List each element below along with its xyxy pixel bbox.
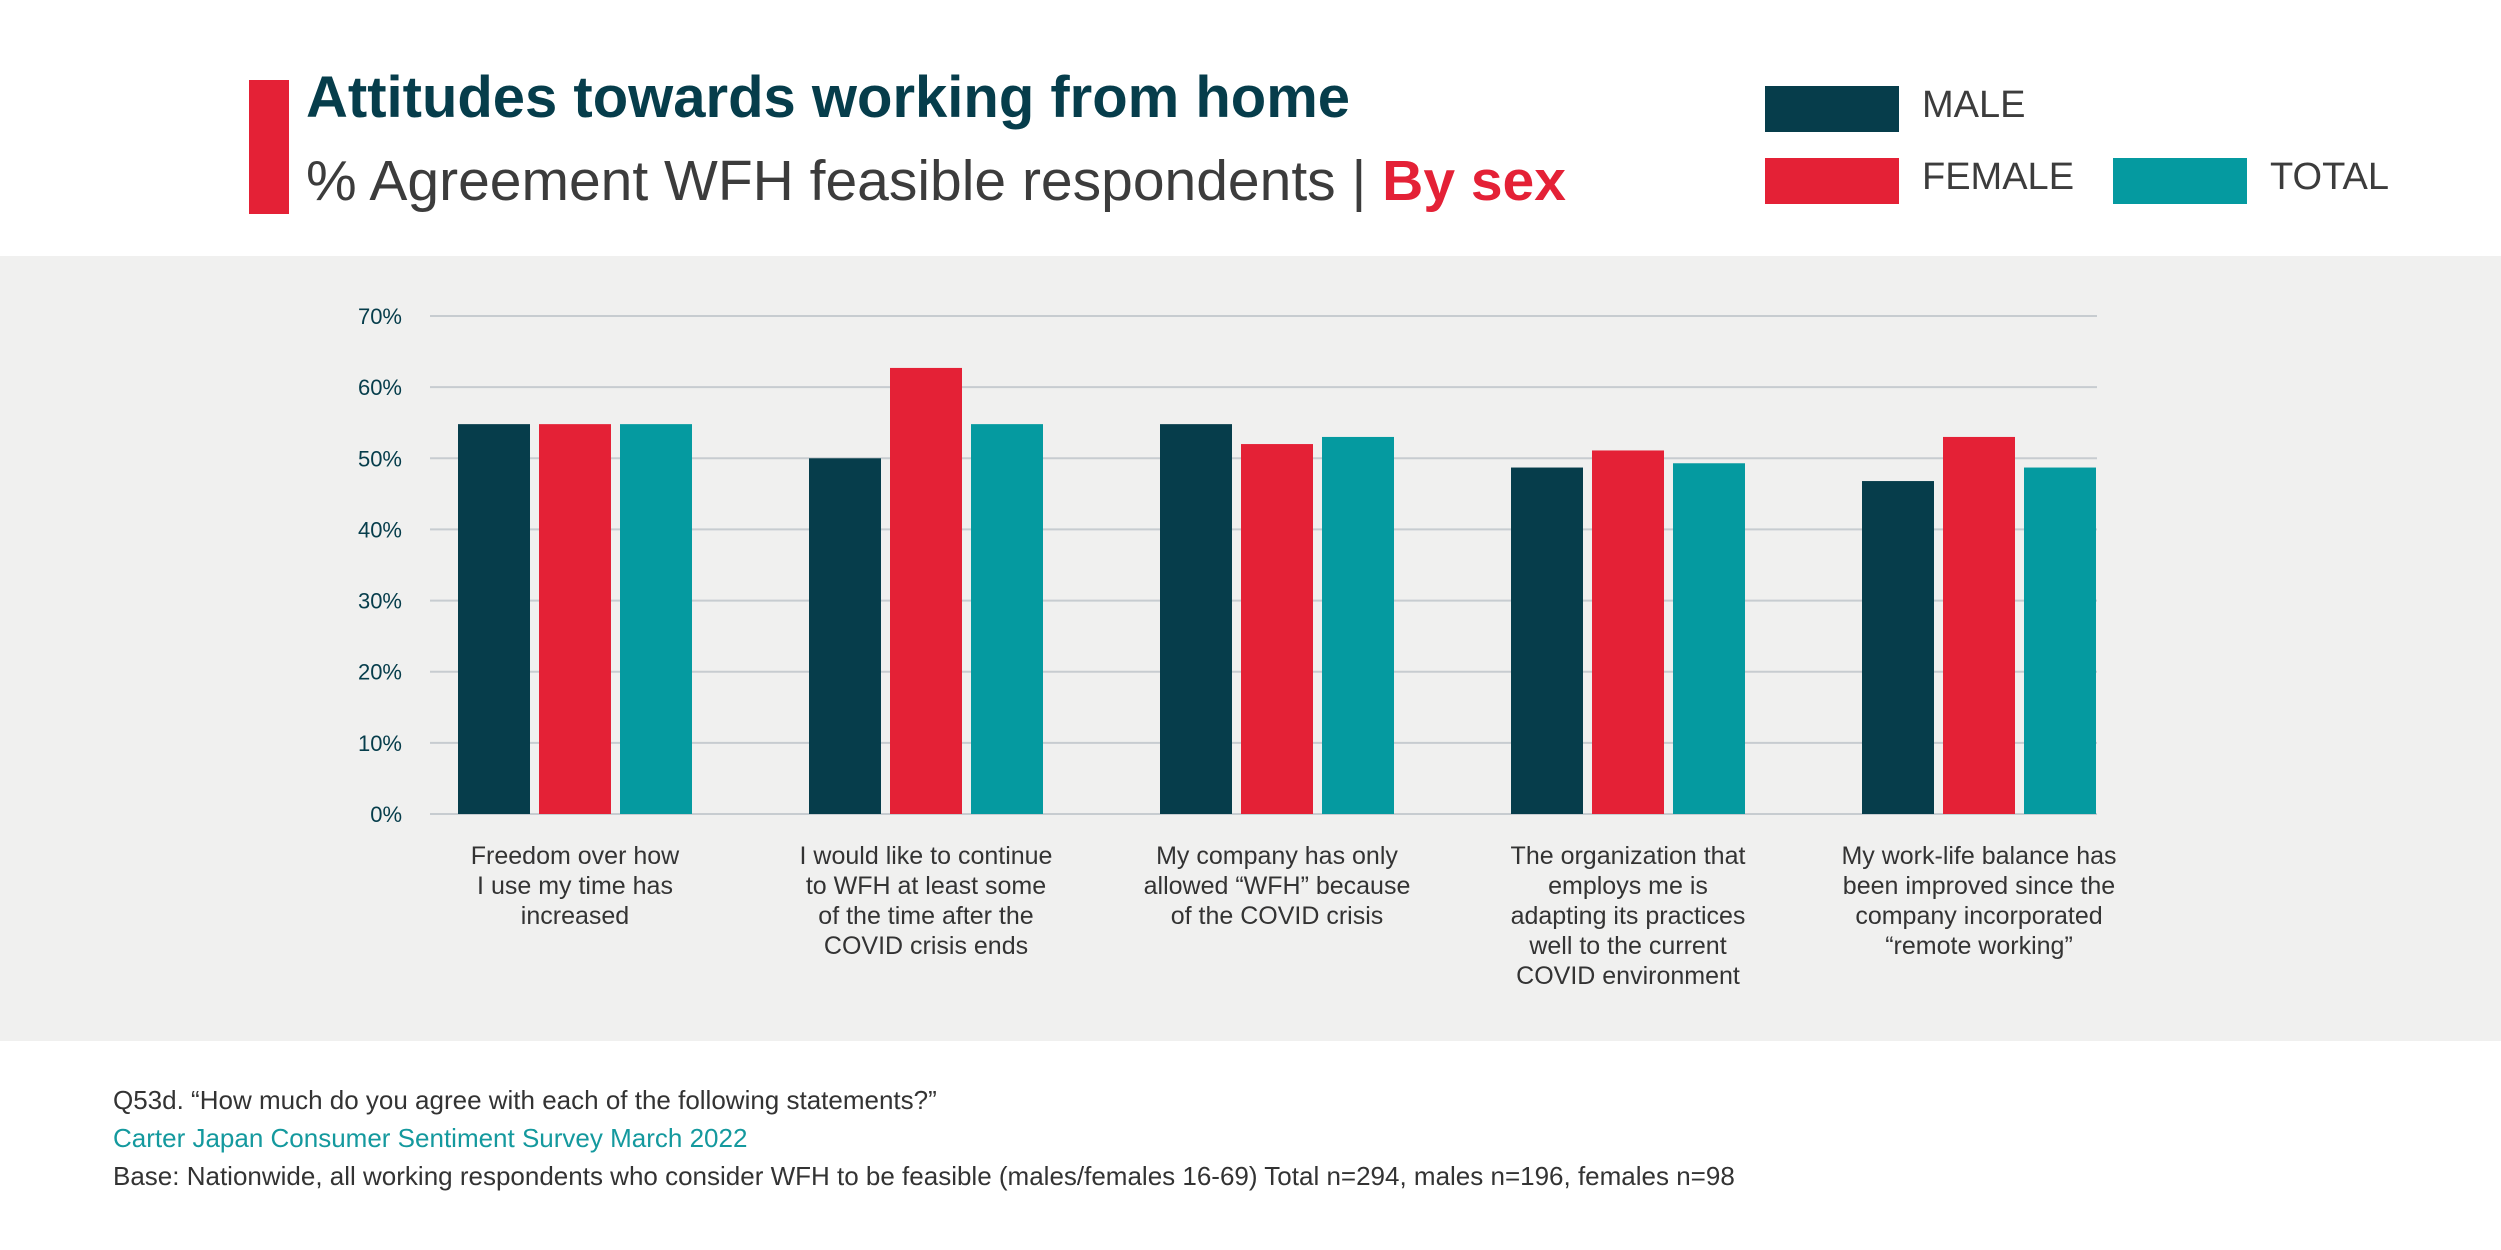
y-tick-label: 40% bbox=[358, 517, 402, 542]
bar-female bbox=[1241, 444, 1313, 814]
bar-male bbox=[1862, 481, 1934, 814]
legend-label-total: TOTAL bbox=[2270, 156, 2389, 198]
bar-total bbox=[620, 424, 692, 814]
bar-total bbox=[1322, 436, 1394, 814]
category-label-line: I would like to continue bbox=[800, 842, 1053, 870]
legend-label-male: MALE bbox=[1922, 84, 2026, 126]
category-label-line: My company has only bbox=[1156, 842, 1398, 870]
category-label-line: allowed “WFH” because bbox=[1144, 872, 1411, 900]
bar-female bbox=[1592, 450, 1664, 814]
y-tick-label: 50% bbox=[358, 446, 402, 471]
bar-chart: 0%10%20%30%40%50%60%70%Freedom over howI… bbox=[358, 304, 2117, 990]
legend-swatch-total bbox=[2113, 158, 2247, 204]
legend-swatch-male bbox=[1765, 86, 1899, 132]
y-tick-label: 10% bbox=[358, 731, 402, 756]
footer-question: Q53d. “How much do you agree with each o… bbox=[113, 1085, 937, 1115]
category-label-line: COVID environment bbox=[1516, 962, 1740, 990]
bar-total bbox=[2024, 467, 2096, 814]
category-label-line: increased bbox=[521, 902, 629, 930]
legend-label-female: FEMALE bbox=[1922, 156, 2075, 198]
subtitle-main: % Agreement WFH feasible respondents | bbox=[306, 149, 1383, 213]
bar-total bbox=[1673, 463, 1745, 814]
category-label-line: of the time after the bbox=[818, 902, 1033, 930]
subtitle-highlight: By sex bbox=[1382, 149, 1566, 213]
bar-female bbox=[1943, 436, 2015, 814]
bar-female bbox=[539, 424, 611, 814]
category-label-line: well to the current bbox=[1528, 932, 1726, 960]
y-tick-label: 30% bbox=[358, 589, 402, 614]
category-label-line: adapting its practices bbox=[1511, 902, 1746, 930]
bar-female bbox=[890, 367, 962, 814]
chart-panel: 0% 10% 20% 30% 40% 50% 60% 70% Freedom over how I… bbox=[0, 256, 2501, 1041]
y-tick-label: 20% bbox=[358, 660, 402, 685]
y-tick-label: 60% bbox=[358, 375, 402, 400]
category-label-line: The organization that bbox=[1511, 842, 1746, 870]
y-tick-label: 70% bbox=[358, 304, 402, 329]
chart-subtitle: % Agreement WFH feasible respondents | B… bbox=[306, 148, 1566, 214]
footer-base: Base: Nationwide, all working respondent… bbox=[113, 1161, 1735, 1191]
category-label-line: of the COVID crisis bbox=[1171, 902, 1384, 930]
category-label-line: been improved since the bbox=[1843, 872, 2115, 900]
category-label-line: to WFH at least some bbox=[806, 872, 1046, 900]
bar-male bbox=[1160, 424, 1232, 814]
bar-total bbox=[971, 424, 1043, 814]
category-label-line: Freedom over how bbox=[471, 842, 680, 870]
legend-swatch-female bbox=[1765, 158, 1899, 204]
y-tick-label: 0% bbox=[370, 802, 402, 827]
category-label-line: company incorporated bbox=[1855, 902, 2102, 930]
category-label-line: My work-life balance has bbox=[1841, 842, 2116, 870]
footer-source: Carter Japan Consumer Sentiment Survey M… bbox=[113, 1123, 748, 1153]
category-label-line: “remote working” bbox=[1885, 932, 2073, 960]
bar-male bbox=[809, 458, 881, 814]
category-label-line: employs me is bbox=[1548, 872, 1708, 900]
category-label-line: COVID crisis ends bbox=[824, 932, 1028, 960]
title-accent-bar bbox=[249, 80, 289, 214]
chart-title: Attitudes towards working from home bbox=[306, 65, 1351, 130]
bar-male bbox=[458, 424, 530, 814]
category-label-line: I use my time has bbox=[477, 872, 673, 900]
bar-male bbox=[1511, 467, 1583, 814]
